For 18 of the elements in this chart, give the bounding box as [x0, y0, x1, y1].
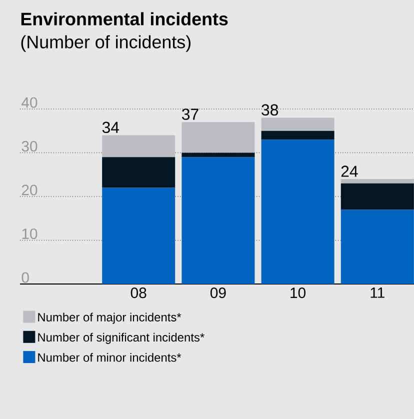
legend-label: Number of major incidents* — [38, 312, 182, 324]
y-tick-label: 10 — [22, 228, 38, 240]
x-tick-label: 11 — [370, 288, 384, 298]
x-tick-label: 08 — [130, 288, 146, 298]
y-tick-label: 20 — [22, 184, 38, 196]
chart-subtitle: (Number of incidents) — [21, 35, 190, 52]
total-label: 38 — [262, 104, 278, 116]
legend-label: Number of minor incidents* — [38, 352, 182, 362]
total-label: 34 — [102, 122, 120, 134]
y-tick-label: 30 — [22, 140, 38, 152]
total-label: 24 — [341, 166, 358, 177]
y-tick-label: 40 — [22, 97, 38, 108]
x-tick-label: 09 — [210, 288, 226, 298]
x-tick-label: 10 — [290, 288, 306, 298]
total-label: 37 — [182, 108, 198, 120]
legend-label: Number of significant incidents* — [38, 332, 204, 344]
y-tick-label: 0 — [22, 272, 29, 283]
chart-title: Environmental incidents — [21, 12, 228, 26]
